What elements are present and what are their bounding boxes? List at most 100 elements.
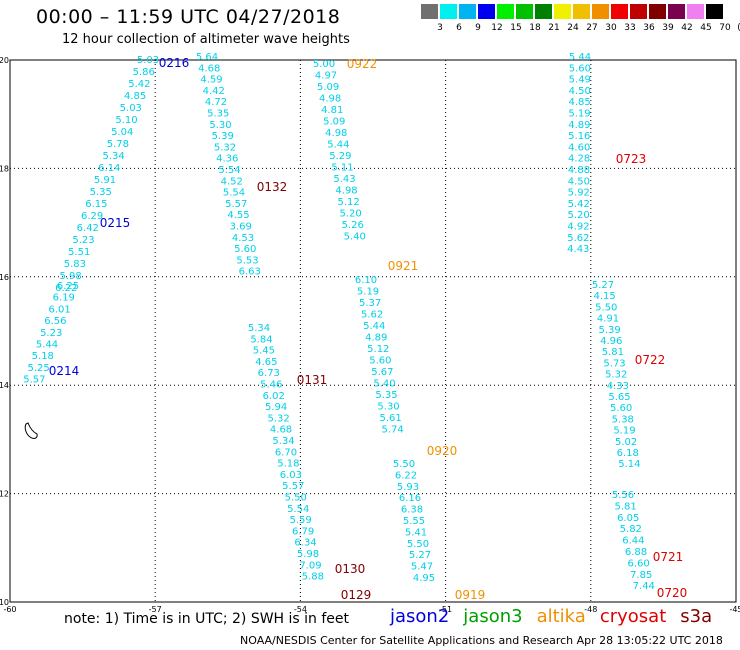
wave-height-value: 4.53 bbox=[232, 233, 254, 244]
wave-height-value: 5.60 bbox=[610, 403, 632, 414]
legend-swatch bbox=[440, 4, 457, 19]
wave-height-value: 5.27 bbox=[409, 550, 431, 561]
wave-height-value: 5.54 bbox=[223, 188, 245, 199]
wave-height-value: 6.02 bbox=[263, 391, 285, 402]
wave-height-value: 5.55 bbox=[403, 516, 425, 527]
wave-height-value: 5.42 bbox=[128, 79, 150, 90]
wave-height-value: 4.42 bbox=[203, 86, 225, 97]
wave-height-value: 4.89 bbox=[568, 120, 590, 131]
wave-height-value: 5.23 bbox=[72, 235, 94, 246]
wave-height-value: 5.57 bbox=[225, 199, 247, 210]
pass-label-0131: 0131 bbox=[297, 373, 328, 387]
wave-height-value: 5.19 bbox=[613, 426, 635, 437]
wave-height-value: 6.05 bbox=[617, 513, 639, 524]
wave-height-value: 4.60 bbox=[568, 142, 590, 153]
wave-height-value: 6.22 bbox=[55, 283, 77, 294]
legend-label: 24 bbox=[567, 23, 579, 33]
wave-height-value: 5.50 bbox=[407, 539, 429, 550]
wave-height-value: 5.00 bbox=[313, 59, 335, 70]
wave-height-value: 5.94 bbox=[265, 402, 287, 413]
wave-height-value: 5.29 bbox=[329, 151, 351, 162]
wave-height-value: 6.14 bbox=[98, 163, 120, 174]
wave-height-value: 6.79 bbox=[292, 526, 314, 537]
legend-label: 21 bbox=[548, 23, 560, 33]
satellite-jason3: jason3 bbox=[463, 606, 523, 627]
map-title: 00:00 – 11:59 UTC 04/27/2018 bbox=[36, 6, 341, 28]
wave-height-value: 5.56 bbox=[612, 490, 634, 501]
wave-height-value: 5.30 bbox=[209, 120, 231, 131]
wave-height-value: 6.22 bbox=[395, 470, 417, 481]
wave-height-value: 6.18 bbox=[617, 448, 639, 459]
pass-label-0922: 0922 bbox=[347, 57, 378, 71]
wave-height-value: 5.65 bbox=[608, 392, 630, 403]
wave-height-value: 5.51 bbox=[68, 247, 90, 258]
wave-height-value: 4.65 bbox=[255, 357, 277, 368]
wave-height-value: 6.88 bbox=[625, 547, 647, 558]
legend-label: 33 bbox=[624, 23, 636, 33]
satellite-jason2: jason2 bbox=[390, 606, 450, 627]
wave-height-value: 5.34 bbox=[102, 151, 124, 162]
wave-height-value: 6.25 bbox=[57, 281, 79, 292]
wave-height-value: 5.57 bbox=[23, 375, 45, 386]
legend-label: 45 bbox=[700, 23, 712, 33]
wave-height-value: 5.20 bbox=[340, 209, 362, 220]
wave-height-value: 5.81 bbox=[614, 501, 636, 512]
wave-height-value: 6.42 bbox=[77, 223, 99, 234]
lat-tick-label: 14 bbox=[0, 381, 9, 390]
wave-height-value: 6.73 bbox=[258, 368, 280, 379]
wave-height-value: 5.04 bbox=[111, 127, 133, 138]
pass-label-0722: 0722 bbox=[635, 353, 666, 367]
pass-label-0920: 0920 bbox=[427, 444, 458, 458]
legend-swatch bbox=[554, 4, 571, 19]
wave-height-value: 5.42 bbox=[568, 199, 590, 210]
wave-height-value: 7.85 bbox=[630, 570, 652, 581]
wave-height-value: 5.59 bbox=[290, 515, 312, 526]
wave-height-value: 3.69 bbox=[230, 222, 252, 233]
legend-swatch bbox=[535, 4, 552, 19]
wave-height-value: 5.38 bbox=[612, 414, 634, 425]
wave-height-value: 4.68 bbox=[270, 425, 292, 436]
wave-height-value: 5.34 bbox=[248, 323, 270, 334]
credit-line: NOAA/NESDIS Center for Satellite Applica… bbox=[240, 634, 723, 647]
wave-height-value: 5.16 bbox=[568, 131, 590, 142]
wave-height-value: 5.10 bbox=[115, 115, 137, 126]
wave-height-value: 5.23 bbox=[40, 328, 62, 339]
legend-label: 12 bbox=[491, 23, 503, 33]
wave-height-value: 6.34 bbox=[294, 538, 316, 549]
lon-tick-label: -51 bbox=[439, 605, 452, 614]
wave-height-value: 4.43 bbox=[567, 244, 589, 255]
wave-height-value: 5.54 bbox=[287, 504, 309, 515]
wave-height-value: 5.09 bbox=[323, 117, 345, 128]
legend-label: 39 bbox=[662, 23, 674, 33]
wave-height-value: 5.32 bbox=[214, 142, 236, 153]
legend-swatch bbox=[687, 4, 704, 19]
wave-height-value: 6.15 bbox=[85, 199, 107, 210]
wave-height-value: 4.50 bbox=[569, 86, 591, 97]
pass-label-0721: 0721 bbox=[653, 550, 684, 564]
wave-height-value: 5.03 bbox=[120, 103, 142, 114]
wave-height-value: 6.56 bbox=[44, 316, 66, 327]
pass-label-0720: 0720 bbox=[657, 586, 688, 600]
wave-height-value: 5.18 bbox=[32, 351, 54, 362]
wave-height-value: 5.37 bbox=[359, 298, 381, 309]
wave-height-value: 4.50 bbox=[568, 176, 590, 187]
wave-height-value: 5.44 bbox=[36, 340, 58, 351]
wave-height-value: 5.39 bbox=[212, 131, 234, 142]
pass-label-0723: 0723 bbox=[616, 152, 647, 166]
wave-height-value: 5.84 bbox=[250, 334, 272, 345]
wave-height-value: 5.88 bbox=[302, 572, 324, 583]
wave-height-value: 5.43 bbox=[333, 174, 355, 185]
wave-height-value: 5.46 bbox=[260, 380, 282, 391]
map-subtitle: 12 hour collection of altimeter wave hei… bbox=[62, 32, 350, 47]
pass-label-0919: 0919 bbox=[455, 588, 486, 602]
wave-height-value: 4.98 bbox=[325, 128, 347, 139]
wave-height-value: 4.89 bbox=[365, 333, 387, 344]
lon-tick-label: -48 bbox=[584, 605, 597, 614]
pass-label-0216: 0216 bbox=[159, 56, 190, 70]
legend-swatch bbox=[459, 4, 476, 19]
wave-height-value: 5.74 bbox=[382, 425, 404, 436]
wave-height-value: 5.83 bbox=[64, 259, 86, 270]
wave-height-value: 5.50 bbox=[595, 302, 617, 313]
wave-height-value: 6.16 bbox=[399, 493, 421, 504]
